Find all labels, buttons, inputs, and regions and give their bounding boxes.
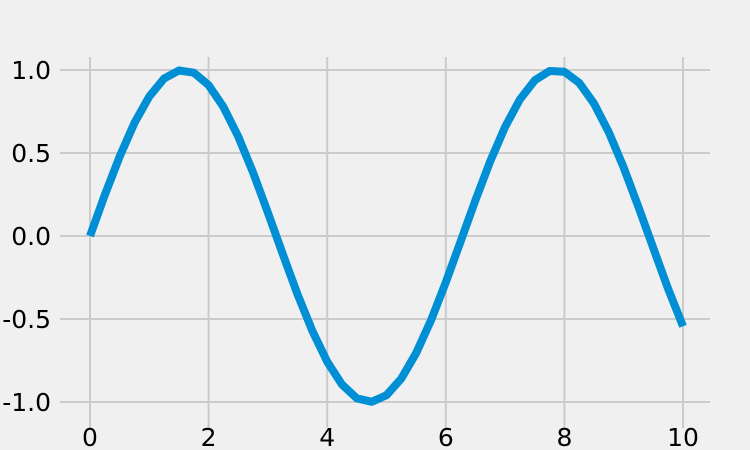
series-line bbox=[86, 66, 687, 406]
y-tick-label: 0.5 bbox=[11, 139, 51, 168]
grid-lines bbox=[60, 57, 710, 428]
x-tick-label: 6 bbox=[438, 423, 454, 450]
x-tick-label: 10 bbox=[667, 423, 699, 450]
y-axis-tick-labels: 1.0 0.5 0.0 -0.5 -1.0 bbox=[2, 56, 51, 417]
x-tick-label: 4 bbox=[319, 423, 335, 450]
series-layer bbox=[86, 66, 687, 406]
y-tick-label: 1.0 bbox=[11, 56, 51, 85]
y-tick-label: 0.0 bbox=[11, 222, 51, 251]
x-tick-label: 2 bbox=[201, 423, 217, 450]
y-tick-label: -1.0 bbox=[2, 388, 51, 417]
y-tick-label: -0.5 bbox=[2, 305, 51, 334]
x-tick-label: 0 bbox=[82, 423, 98, 450]
x-tick-label: 8 bbox=[556, 423, 572, 450]
x-axis-tick-labels: 0 2 4 6 8 10 bbox=[82, 423, 699, 450]
